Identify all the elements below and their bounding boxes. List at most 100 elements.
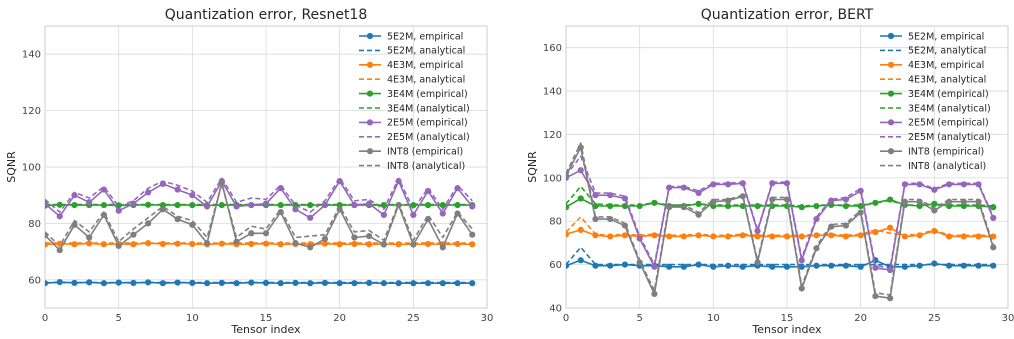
data-point-int8-empirical (454, 210, 461, 217)
data-point-2e5m-empirical (203, 203, 211, 210)
data-point-5e2m-empirical (577, 257, 584, 264)
data-point-int8-empirical (203, 240, 211, 247)
x-tick-label: 30 (1002, 313, 1014, 324)
data-point-2e5m-empirical (651, 263, 658, 270)
legend-entry-4e3m-empirical: 4E3M, empirical (908, 60, 984, 71)
data-point-5e2m-empirical (130, 279, 137, 287)
data-point-5e2m-empirical (277, 280, 284, 287)
legend-marker-3e4m-empirical (887, 90, 895, 97)
series-line-5e2m-empirical (566, 259, 994, 268)
data-point-2e5m-empirical (710, 181, 717, 188)
data-point-2e5m-empirical (277, 185, 284, 192)
data-point-5e2m-empirical (100, 280, 108, 287)
y-tick-label: 80 (549, 217, 562, 228)
data-point-5e2m-empirical (45, 280, 49, 287)
data-point-5e2m-empirical (454, 280, 461, 287)
data-point-5e2m-empirical (218, 279, 225, 287)
chart-title: Quantization error, BERT (701, 7, 874, 23)
data-point-2e5m-empirical (607, 192, 614, 199)
legend-entry-3e4m-analytical: 3E4M (analytical) (908, 103, 991, 114)
y-axis-label: SQNR (526, 151, 539, 183)
data-point-2e5m-empirical (100, 186, 108, 193)
data-point-4e3m-empirical (566, 231, 570, 238)
data-point-5e2m-empirical (828, 262, 835, 269)
data-point-int8-empirical (990, 244, 997, 251)
x-tick-label: 0 (563, 313, 569, 324)
data-point-int8-empirical (145, 220, 152, 227)
data-point-int8-empirical (277, 209, 284, 216)
data-point-2e5m-empirical (145, 189, 152, 196)
data-point-4e3m-empirical (857, 232, 864, 239)
data-point-3e4m-empirical (424, 201, 432, 209)
data-point-int8-empirical (86, 234, 93, 241)
legend-marker-2e5m-empirical (366, 119, 374, 126)
data-point-2e5m-empirical (189, 192, 196, 199)
legend-entry-int8-empirical: INT8 (empirical) (387, 147, 463, 158)
data-point-int8-empirical (336, 206, 343, 213)
data-point-5e2m-empirical (366, 279, 373, 287)
legend-entry-2e5m-empirical: 2E5M (empirical) (387, 118, 468, 129)
data-point-int8-empirical (174, 216, 181, 223)
legend-entry-int8-analytical: INT8 (analytical) (387, 161, 465, 172)
data-point-int8-empirical (739, 193, 746, 200)
data-point-2e5m-empirical (410, 211, 417, 219)
data-point-5e2m-empirical (607, 262, 614, 269)
y-tick-label: 120 (22, 106, 41, 117)
data-point-4e3m-empirical (424, 240, 432, 248)
data-point-4e3m-empirical (469, 241, 476, 248)
data-point-int8-empirical (380, 241, 387, 248)
data-point-5e2m-empirical (566, 262, 570, 269)
legend: 5E2M, empirical 5E2M, analytical 4E3M, emp… (359, 31, 470, 172)
data-point-2e5m-empirical (45, 200, 49, 207)
data-point-4e3m-empirical (130, 241, 137, 248)
data-point-2e5m-empirical (56, 213, 63, 220)
data-point-5e2m-empirical (380, 280, 387, 287)
x-axis-label: Tensor index (230, 323, 301, 336)
y-tick-label: 40 (549, 304, 562, 315)
data-point-int8-empirical (695, 211, 702, 218)
data-point-int8-empirical (292, 240, 299, 247)
data-point-5e2m-empirical (975, 262, 982, 269)
data-point-4e3m-empirical (366, 241, 373, 248)
data-point-int8-empirical (887, 295, 894, 302)
data-point-int8-empirical (395, 201, 402, 209)
data-point-4e3m-empirical (592, 232, 599, 239)
data-point-2e5m-empirical (86, 199, 93, 206)
data-point-int8-empirical (262, 230, 270, 237)
data-point-5e2m-empirical (439, 280, 446, 287)
data-point-2e5m-empirical (975, 181, 982, 188)
data-point-4e3m-empirical (454, 240, 461, 248)
data-point-5e2m-empirical (56, 278, 63, 286)
data-point-2e5m-empirical (351, 201, 358, 209)
data-point-int8-empirical (248, 230, 255, 237)
data-point-4e3m-empirical (872, 228, 879, 236)
data-point-int8-empirical (307, 244, 314, 251)
data-point-5e2m-empirical (813, 262, 820, 269)
legend-marker-5e2m-empirical (887, 32, 895, 40)
data-point-2e5m-empirical (739, 180, 746, 187)
data-point-4e3m-empirical (710, 233, 717, 240)
data-point-int8-empirical (857, 209, 864, 216)
data-point-int8-empirical (666, 204, 673, 211)
data-point-int8-empirical (56, 247, 63, 254)
x-tick-label: 25 (407, 313, 420, 324)
data-point-int8-empirical (100, 211, 108, 219)
data-point-5e2m-empirical (945, 262, 953, 269)
legend-marker-2e5m-empirical (887, 119, 895, 126)
data-point-int8-empirical (71, 221, 78, 228)
data-point-int8-empirical (189, 221, 196, 228)
data-point-4e3m-empirical (990, 233, 997, 240)
data-point-int8-empirical (931, 207, 938, 214)
legend-entry-5e2m-empirical: 5E2M, empirical (908, 31, 984, 42)
data-point-4e3m-empirical (754, 233, 761, 240)
x-tick-label: 5 (115, 313, 121, 324)
x-tick-label: 25 (928, 313, 941, 324)
data-point-int8-empirical (813, 245, 820, 252)
data-point-4e3m-empirical (680, 233, 687, 240)
data-point-2e5m-empirical (159, 180, 166, 188)
data-point-int8-empirical (945, 198, 953, 205)
data-point-5e2m-empirical (798, 263, 805, 270)
data-point-4e3m-empirical (783, 233, 791, 240)
y-tick-label: 160 (543, 43, 562, 54)
series-line-2e5m-empirical (566, 169, 995, 271)
